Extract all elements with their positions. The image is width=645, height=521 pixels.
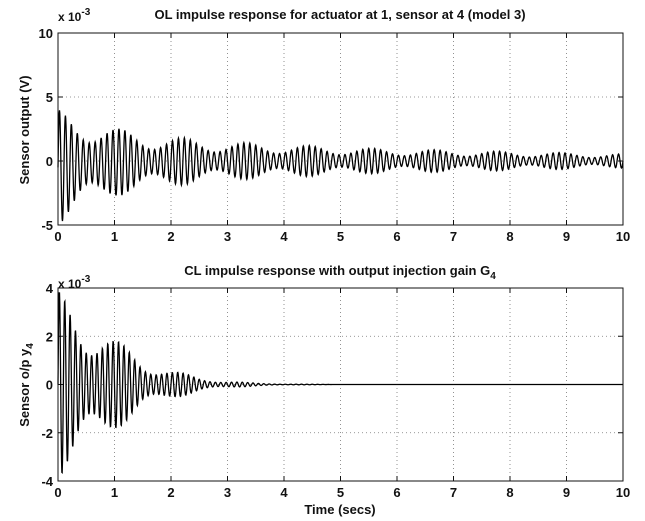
x-tick-label: 6	[393, 485, 400, 500]
x-tick-label: 7	[450, 485, 457, 500]
x-tick-label: 1	[111, 485, 118, 500]
y-tick-label: -4	[41, 474, 53, 489]
x-axis-label: Time (secs)	[304, 502, 375, 517]
y-tick-label: 2	[46, 329, 53, 344]
ol-impulse-response-panel: OL impulse response for actuator at 1, s…	[17, 7, 630, 244]
exponent-base: x 10	[58, 277, 82, 291]
y-axis-label-subscript: 4	[25, 343, 36, 349]
y-tick-label: -2	[41, 426, 53, 441]
signal-trace	[57, 292, 623, 475]
plot-frame	[57, 32, 624, 226]
x-tick-label: 7	[450, 229, 457, 244]
x-tick-label: 10	[616, 485, 630, 500]
signal-line	[57, 292, 623, 475]
y-tick-label: 10	[39, 26, 53, 41]
grid-lines	[57, 32, 624, 226]
x-tick-label: 3	[224, 229, 231, 244]
x-tick-label: 1	[111, 229, 118, 244]
x-tick-label: 4	[280, 229, 288, 244]
x-tick-labels: 0 1 2 3 4 5 6 7 8 9 10	[54, 485, 630, 500]
chart-title: OL impulse response for actuator at 1, s…	[154, 7, 525, 22]
x-tick-label: 9	[563, 485, 570, 500]
y-axis-label: Sensor o/p y4	[17, 343, 36, 427]
signal-line	[57, 110, 624, 222]
x-tick-label: 8	[506, 229, 513, 244]
x-tick-label: 0	[54, 485, 61, 500]
x-tick-label: 2	[167, 229, 174, 244]
y-axis-label-main: Sensor o/p y	[17, 348, 32, 427]
x-tick-label: 4	[280, 485, 288, 500]
y-tick-label: 0	[46, 154, 53, 169]
x-tick-labels: 0 1 2 3 4 5 6 7 8 9 10	[54, 229, 630, 244]
x-tick-label: 5	[337, 485, 344, 500]
x-tick-label: 8	[506, 485, 513, 500]
x-tick-label: 2	[167, 485, 174, 500]
y-tick-labels: -5 0 5 10	[39, 26, 53, 233]
y-axis-label: Sensor output (V)	[17, 75, 32, 184]
x-tick-label: 10	[616, 229, 630, 244]
chart-title-subscript: 4	[490, 271, 496, 282]
cl-impulse-response-panel: CL impulse response with output injectio…	[17, 263, 630, 517]
signal-trace	[57, 110, 624, 222]
x-tick-label: 3	[224, 485, 231, 500]
x-tick-label: 9	[563, 229, 570, 244]
y-exponent-label: x 10-3	[58, 7, 91, 24]
x-tick-label: 6	[393, 229, 400, 244]
exponent-base: x 10	[58, 10, 82, 24]
y-tick-labels: -4 -2 0 2 4	[41, 281, 53, 489]
plot-frame	[57, 287, 624, 482]
x-tick-label: 5	[337, 229, 344, 244]
y-tick-label: 5	[46, 90, 53, 105]
exponent-power: -3	[81, 274, 90, 285]
y-tick-label: 0	[46, 378, 53, 393]
exponent-power: -3	[81, 7, 90, 18]
chart-title: CL impulse response with output injectio…	[184, 263, 496, 282]
y-tick-label: -5	[41, 218, 53, 233]
chart-title-main: CL impulse response with output injectio…	[184, 263, 490, 278]
y-tick-label: 4	[46, 281, 54, 296]
x-tick-label: 0	[54, 229, 61, 244]
